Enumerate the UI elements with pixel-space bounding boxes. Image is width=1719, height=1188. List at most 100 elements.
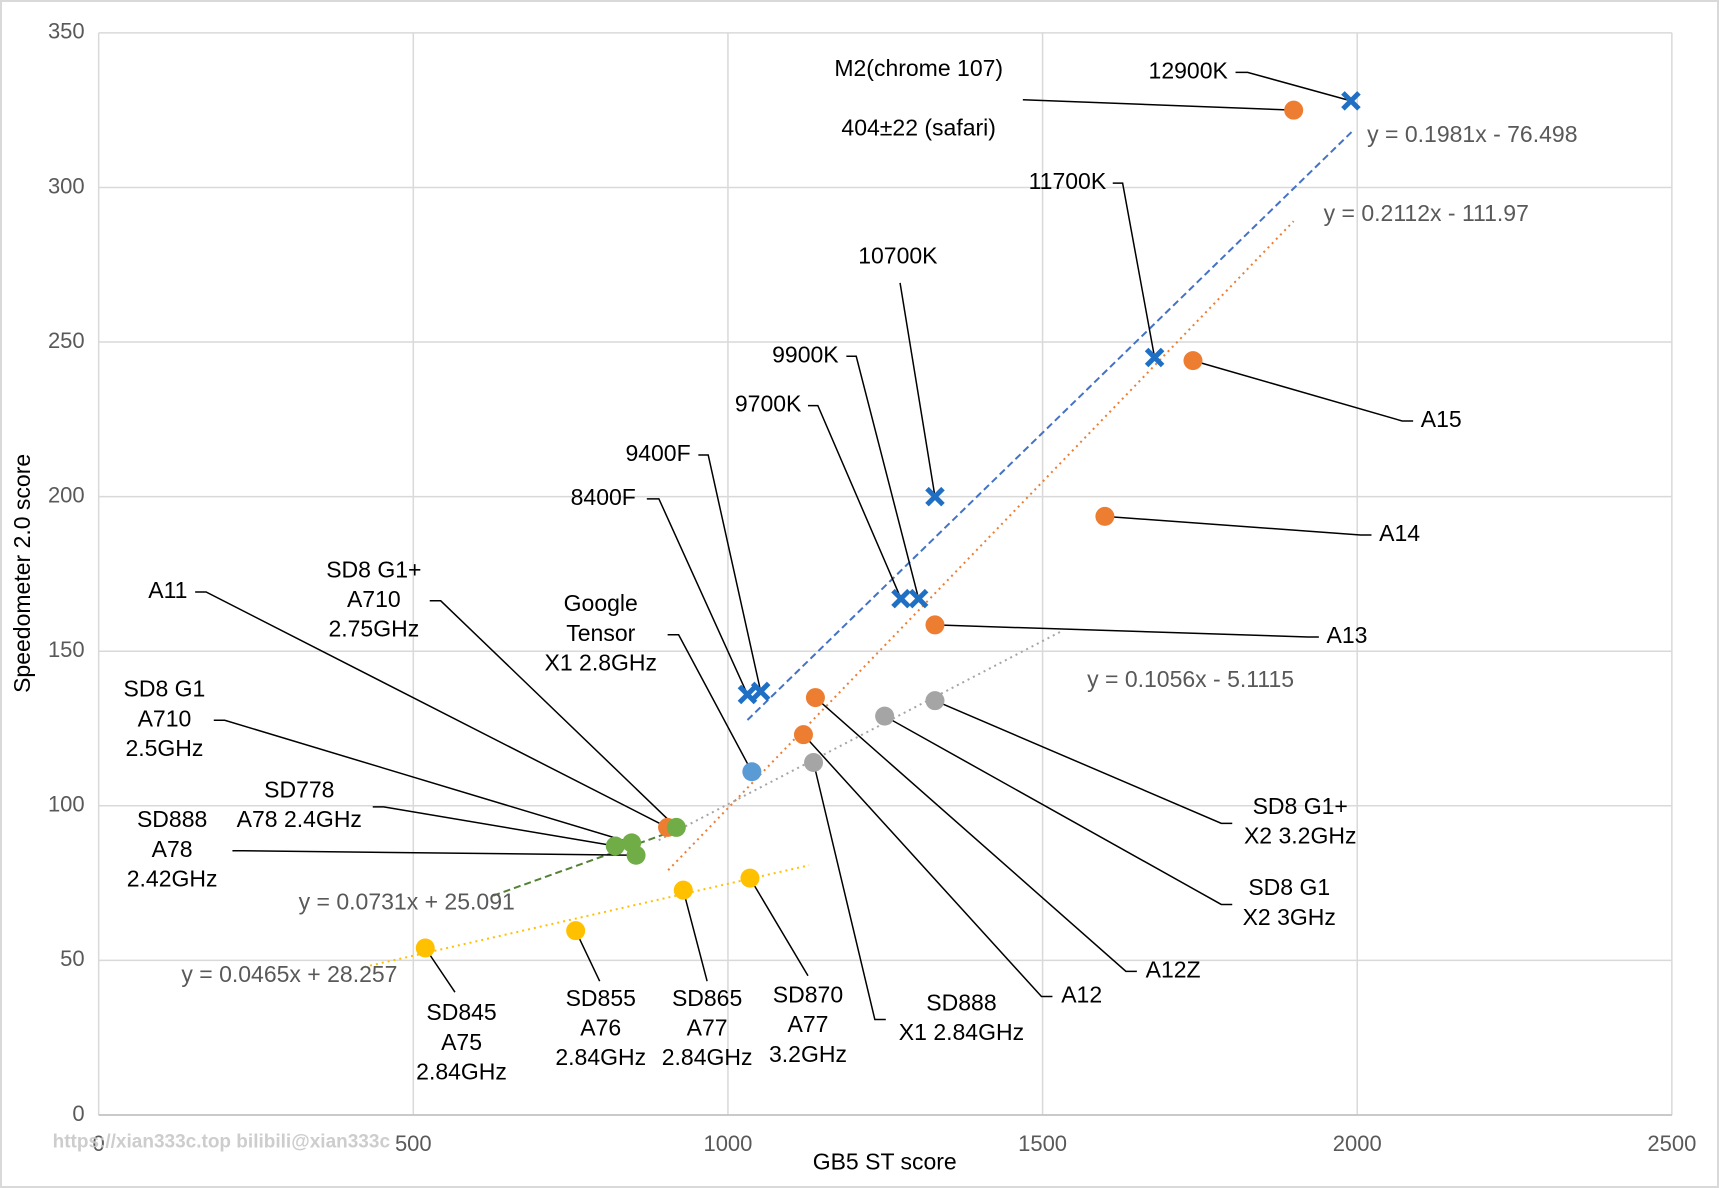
y-tick-label: 100: [48, 792, 85, 817]
watermark: https://xian333c.top bilibili@xian333c: [53, 1131, 391, 1152]
point-label: 10700K: [858, 243, 938, 269]
data-point: [605, 836, 625, 856]
x-axis-title: GB5 ST score: [813, 1148, 957, 1174]
point-label: SD8 G1: [1248, 874, 1330, 900]
leader-line: [934, 699, 1233, 825]
data-point: [740, 868, 760, 888]
point-label: A710: [347, 586, 401, 612]
point-label: 2.84GHz: [662, 1044, 753, 1070]
point-label: SD8 G1+: [1253, 793, 1348, 819]
leader-line: [646, 498, 749, 695]
y-tick-label: 50: [60, 946, 84, 971]
data-point: [875, 706, 895, 726]
point-label: SD8 G1+: [326, 556, 421, 582]
leader-line: [934, 624, 1319, 638]
point-label: SD8 G1: [124, 676, 206, 702]
point-label: A76: [580, 1015, 621, 1041]
point-label: SD888: [137, 806, 207, 832]
data-point: [925, 691, 945, 711]
leader-line: [846, 355, 920, 599]
y-tick-label: 300: [48, 173, 85, 198]
data-point: [673, 880, 693, 900]
y-tick-label: 0: [72, 1101, 84, 1126]
data-point: [626, 845, 646, 865]
leader-line: [749, 877, 809, 977]
point-label: 11700K: [1029, 168, 1107, 194]
y-tick-label: 350: [48, 19, 85, 44]
point-label: 2.75GHz: [328, 615, 419, 641]
leader-line: [1104, 515, 1372, 536]
data-point: [737, 684, 758, 705]
leader-line: [213, 719, 632, 844]
point-label: A15: [1421, 406, 1462, 432]
leader-line: [372, 806, 616, 847]
data-point: [805, 688, 825, 708]
leader-line: [1112, 182, 1156, 358]
data-point: [891, 588, 911, 609]
data-point: [1183, 351, 1203, 371]
point-label: 9700K: [735, 391, 802, 417]
point-label: A78 2.4GHz: [237, 806, 362, 832]
point-label: A14: [1379, 520, 1420, 546]
point-label: A710: [138, 705, 192, 731]
point-label: 2.5GHz: [125, 735, 203, 761]
data-point: [1341, 91, 1361, 111]
leader-line: [884, 715, 1233, 906]
point-label: A13: [1327, 622, 1368, 648]
trendline: [746, 131, 1353, 721]
point-label: A75: [441, 1029, 482, 1055]
point-label: 9900K: [772, 341, 839, 367]
x-tick-label: 1500: [1018, 1131, 1067, 1156]
point-label: A78: [152, 836, 193, 862]
point-label: 9400F: [625, 440, 690, 466]
x-tick-label: 0: [93, 1131, 105, 1156]
data-point: [666, 817, 686, 837]
y-axis-title: Speedometer 2.0 score: [9, 454, 35, 693]
x-tick-label: 500: [395, 1131, 432, 1156]
point-label: X1 2.8GHz: [545, 649, 658, 675]
point-label: SD888: [926, 989, 996, 1015]
trendline-equation: y = 0.0731x + 25.091: [299, 888, 515, 914]
y-tick-label: 150: [48, 637, 85, 662]
point-label: X2 3.2GHz: [1244, 823, 1357, 849]
data-point: [793, 725, 813, 745]
leader-line: [667, 634, 753, 773]
data-point: [742, 762, 762, 782]
point-label: SD865: [672, 985, 742, 1011]
trendline: [363, 864, 810, 968]
leader-line: [429, 600, 677, 828]
point-label: SD778: [264, 777, 334, 803]
point-label: A77: [687, 1015, 728, 1041]
data-point: [750, 681, 771, 702]
trendline-equation: y = 0.0465x + 28.257: [181, 961, 397, 987]
leader-line: [195, 591, 668, 829]
data-point: [1095, 506, 1115, 526]
data-point: [1144, 347, 1165, 368]
point-label: 8400F: [571, 484, 636, 510]
data-point: [925, 486, 945, 507]
y-tick-label: 250: [48, 328, 85, 353]
leader-line: [814, 697, 1137, 973]
point-label: A12: [1061, 982, 1102, 1008]
leader-line: [1235, 71, 1352, 102]
trendline-equation: y = 0.1981x - 76.498: [1367, 121, 1577, 147]
leader-line: [232, 849, 637, 856]
point-label: A11: [148, 577, 187, 603]
data-point: [1284, 100, 1304, 120]
point-label: SD870: [773, 982, 843, 1008]
point-label: 3.2GHz: [769, 1041, 847, 1067]
point-label: A77: [788, 1011, 829, 1037]
trendline: [658, 630, 1062, 842]
trendline-equation: y = 0.1056x - 5.1115: [1087, 666, 1294, 692]
leader-line: [812, 762, 886, 1021]
data-point: [804, 752, 824, 772]
point-label: A12Z: [1146, 956, 1201, 982]
x-tick-label: 2000: [1333, 1131, 1382, 1156]
point-label: 2.42GHz: [127, 865, 218, 891]
point-label: 2.84GHz: [416, 1058, 507, 1084]
point-label: M2(chrome 107): [834, 55, 1003, 81]
data-point: [925, 615, 945, 635]
point-label: 12900K: [1149, 57, 1229, 83]
